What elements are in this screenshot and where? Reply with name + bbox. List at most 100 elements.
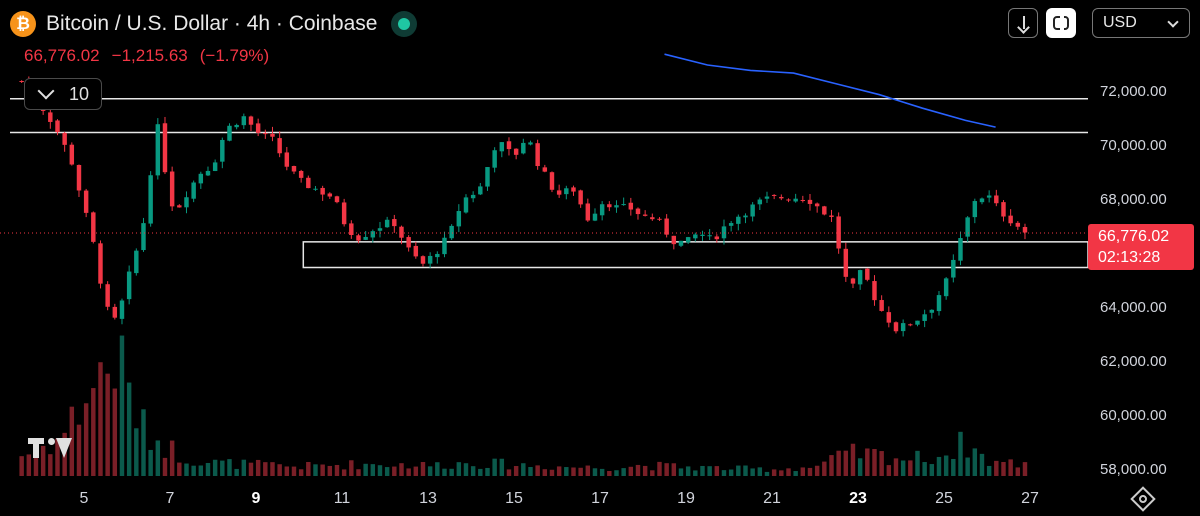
volume-bar bbox=[19, 456, 24, 476]
candle-body bbox=[349, 223, 354, 235]
candle-body bbox=[865, 268, 870, 280]
bar-countdown: 02:13:28 bbox=[1098, 249, 1161, 266]
candle-body bbox=[83, 190, 89, 213]
volume-bar bbox=[779, 470, 784, 476]
x-tick-label: 21 bbox=[763, 490, 781, 507]
volume-bar bbox=[951, 458, 956, 476]
market-open-indicator-icon bbox=[391, 11, 418, 37]
candle-body bbox=[291, 166, 297, 172]
candle-body bbox=[435, 253, 440, 258]
candle-body bbox=[607, 204, 612, 208]
volume-bar bbox=[542, 469, 548, 476]
volume-bar bbox=[442, 468, 447, 476]
volume-bar bbox=[1015, 467, 1021, 476]
candle-body bbox=[1001, 202, 1006, 217]
volume-bar bbox=[392, 466, 397, 476]
indicators-toggle-button[interactable]: 10 bbox=[24, 78, 102, 110]
volume-bar bbox=[986, 465, 992, 476]
candle-body bbox=[456, 211, 462, 227]
price-change: −1,215.63 bbox=[111, 46, 188, 65]
volume-bar bbox=[485, 467, 490, 476]
volume-bar bbox=[177, 462, 182, 476]
fullscreen-button[interactable] bbox=[1046, 8, 1076, 38]
candle-body bbox=[76, 164, 82, 191]
volume-bar bbox=[743, 465, 748, 476]
volume-bar bbox=[599, 468, 605, 476]
candle-body bbox=[270, 133, 275, 137]
candle-body bbox=[771, 194, 777, 196]
arrow-down-icon bbox=[1023, 16, 1025, 29]
candle-body bbox=[263, 133, 268, 135]
candle-body bbox=[169, 171, 175, 207]
x-tick-label: 25 bbox=[935, 490, 953, 507]
candle-body bbox=[521, 142, 526, 154]
candle-body bbox=[678, 240, 684, 246]
candle-body bbox=[786, 199, 791, 201]
x-tick-label: 17 bbox=[591, 490, 609, 507]
volume-bar bbox=[198, 465, 204, 476]
candlesticks bbox=[19, 76, 1028, 337]
volume-bar bbox=[886, 465, 892, 476]
volume-bar bbox=[979, 453, 985, 476]
volume-bar bbox=[227, 459, 232, 476]
candle-body bbox=[800, 199, 806, 201]
volume-bar bbox=[134, 428, 139, 476]
candle-body bbox=[793, 198, 798, 202]
indicator-count: 10 bbox=[69, 83, 90, 104]
candle-body bbox=[951, 259, 956, 278]
symbol-header[interactable]: ₿ Bitcoin / U.S. Dollar · 4h · Coinbase bbox=[10, 10, 418, 38]
currency-select[interactable]: USD bbox=[1092, 8, 1190, 38]
candle-body bbox=[965, 217, 970, 237]
volume-bar bbox=[879, 451, 884, 476]
volume-bar bbox=[463, 463, 469, 476]
candle-body bbox=[707, 235, 712, 237]
candle-body bbox=[241, 116, 247, 126]
candle-body bbox=[220, 139, 225, 162]
volume-bar bbox=[965, 457, 970, 476]
volume-bar bbox=[893, 458, 899, 476]
candle-body bbox=[470, 194, 476, 199]
candle-body bbox=[191, 182, 196, 199]
symbol-title[interactable]: Bitcoin / U.S. Dollar · 4h · Coinbase bbox=[46, 12, 378, 35]
candle-body bbox=[134, 250, 139, 274]
candle-body bbox=[277, 138, 282, 154]
candle-body bbox=[48, 112, 53, 122]
candle-body bbox=[843, 248, 849, 277]
candle-body bbox=[91, 212, 96, 242]
moving-average-path bbox=[664, 53, 996, 128]
candle-body bbox=[915, 320, 920, 325]
download-button[interactable] bbox=[1008, 8, 1038, 38]
volume-bar bbox=[678, 468, 684, 476]
volume-bar bbox=[334, 464, 340, 476]
candle-body bbox=[105, 284, 110, 307]
candle-body bbox=[750, 204, 755, 217]
candle-body bbox=[943, 278, 949, 297]
volume-bar bbox=[499, 458, 505, 476]
volume-bar bbox=[48, 454, 53, 476]
volume-bar bbox=[721, 470, 727, 476]
candle-body bbox=[635, 208, 641, 215]
candle-body bbox=[700, 234, 705, 236]
volume-bar bbox=[420, 462, 426, 476]
candle-body bbox=[657, 218, 662, 220]
volume-bar bbox=[306, 461, 311, 476]
candle-body bbox=[578, 190, 583, 205]
volume-bar bbox=[707, 466, 712, 476]
candle-body bbox=[664, 218, 669, 235]
candle-body bbox=[850, 278, 856, 284]
x-tick-label: 15 bbox=[505, 490, 523, 507]
current-price-value: 66,776.02 bbox=[1098, 228, 1170, 245]
volume-bar bbox=[284, 466, 290, 476]
volume-bar bbox=[320, 464, 325, 476]
candle-body bbox=[979, 198, 985, 203]
volume-bar bbox=[270, 462, 275, 476]
candle-body bbox=[320, 187, 325, 195]
volume-bar bbox=[40, 445, 46, 476]
candle-body bbox=[298, 170, 304, 178]
volume-bar bbox=[148, 449, 153, 476]
volume-bar bbox=[513, 466, 519, 476]
candle-body bbox=[370, 231, 376, 238]
candle-body bbox=[212, 162, 218, 172]
tradingview-logo[interactable] bbox=[28, 436, 74, 462]
